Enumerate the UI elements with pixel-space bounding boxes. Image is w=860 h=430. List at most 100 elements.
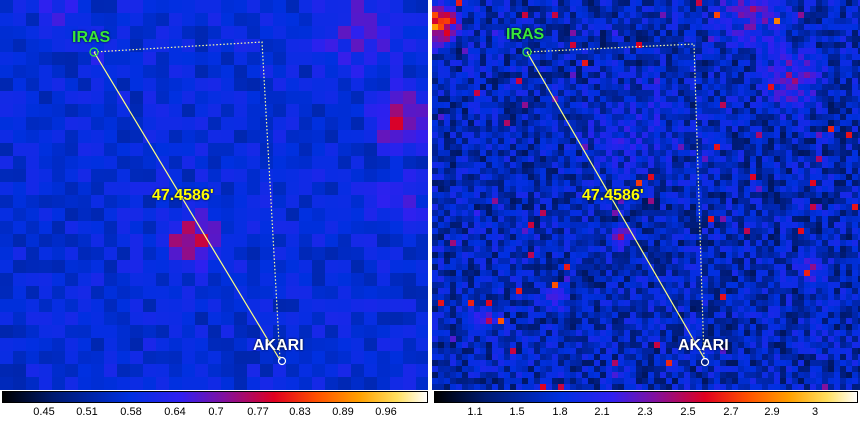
pixel [648,138,654,144]
pixel [834,216,840,222]
pixel [684,60,690,66]
pixel [450,36,456,42]
pixel [642,204,648,210]
pixel [720,90,726,96]
pixel [576,12,582,18]
pixel [104,182,117,195]
pixel [52,13,65,26]
pixel [648,288,654,294]
pixel [690,270,696,276]
pixel [534,96,540,102]
pixel [744,270,750,276]
pixel [444,162,450,168]
pixel [582,42,588,48]
pixel [540,6,546,12]
pixel [486,222,492,228]
pixel [588,84,594,90]
pixel [696,150,702,156]
pixel [390,299,403,312]
pixel [786,54,792,60]
pixel [450,102,456,108]
pixel [516,270,522,276]
pixel [299,130,312,143]
pixel [474,42,480,48]
pixel [756,258,762,264]
pixel [822,12,828,18]
pixel [504,42,510,48]
pixel [588,192,594,198]
pixel [660,312,666,318]
pixel [678,156,684,162]
pixel [636,312,642,318]
pixel [534,222,540,228]
pixel [726,288,732,294]
pixel [117,351,130,364]
pixel [498,48,504,54]
pixel [516,198,522,204]
pixel [588,258,594,264]
pixel [552,252,558,258]
pixel [804,18,810,24]
pixel [786,288,792,294]
pixel [612,0,618,6]
pixel [432,54,438,60]
pixel [732,258,738,264]
pixel [364,65,377,78]
pixel [678,96,684,102]
pixel [822,90,828,96]
pixel [492,84,498,90]
pixel [403,338,416,351]
pixel [13,78,26,91]
pixel [299,325,312,338]
pixel [612,246,618,252]
pixel [666,150,672,156]
pixel [510,288,516,294]
pixel [450,180,456,186]
pixel [702,0,708,6]
pixel [762,318,768,324]
pixel [696,156,702,162]
pixel [708,264,714,270]
pixel [26,182,39,195]
pixel [26,143,39,156]
pixel [732,54,738,60]
pixel [666,252,672,258]
pixel [390,338,403,351]
pixel [299,377,312,390]
pixel [462,312,468,318]
pixel [438,72,444,78]
pixel [684,144,690,150]
pixel [588,288,594,294]
pixel [480,72,486,78]
pixel [444,276,450,282]
pixel [756,18,762,24]
pixel [714,240,720,246]
pixel [810,150,816,156]
pixel [822,114,828,120]
pixel [552,168,558,174]
pixel [403,286,416,299]
pixel [756,246,762,252]
pixel [726,24,732,30]
pixel [528,0,534,6]
pixel [858,12,860,18]
pixel [558,180,564,186]
pixel [612,138,618,144]
pixel [804,258,810,264]
pixel [504,72,510,78]
pixel [786,120,792,126]
pixel [678,126,684,132]
pixel [325,364,338,377]
pixel [768,312,774,318]
pixel [798,198,804,204]
pixel [546,180,552,186]
pixel [846,114,852,120]
pixel [510,120,516,126]
pixel [762,24,768,30]
pixel [702,216,708,222]
pixel [792,156,798,162]
pixel [798,234,804,240]
pixel [846,264,852,270]
pixel [26,91,39,104]
pixel [624,312,630,318]
